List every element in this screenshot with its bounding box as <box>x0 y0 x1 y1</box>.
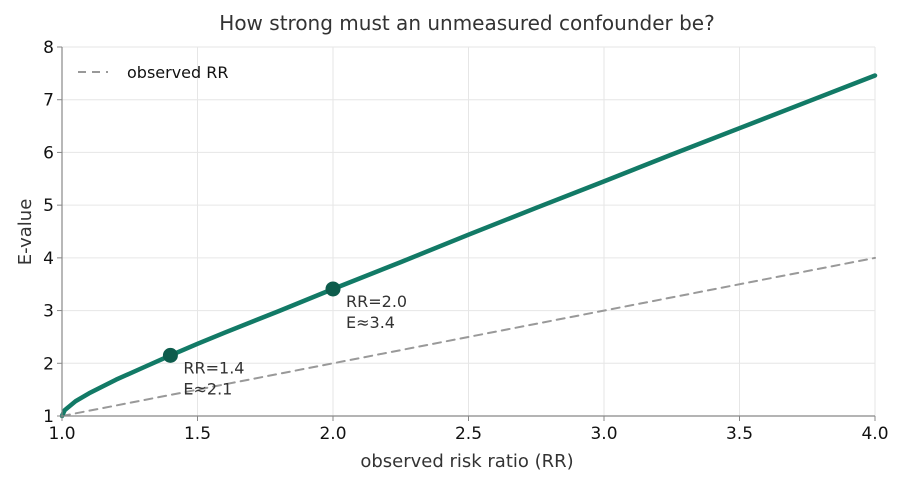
x-tick-label: 3.0 <box>590 424 617 444</box>
legend-label-observed-rr: observed RR <box>127 63 229 82</box>
point-label-rr: RR=2.0 <box>346 292 407 311</box>
axes <box>57 46 876 421</box>
series <box>59 73 878 419</box>
x-axis-label: observed risk ratio (RR) <box>360 451 573 472</box>
y-tick-label: 8 <box>43 38 54 58</box>
y-tick-label: 6 <box>43 143 54 163</box>
y-tick-label: 1 <box>43 407 54 427</box>
highlight-points: RR=1.4 E≈2.1 RR=2.0 E≈3.4 <box>162 281 407 398</box>
highlight-point <box>325 281 341 297</box>
x-tick-label: 1.0 <box>48 424 75 444</box>
point-label-evalue: E≈3.4 <box>346 313 395 332</box>
point-label-rr: RR=1.4 <box>183 358 244 377</box>
x-tick-label: 4.0 <box>861 424 888 444</box>
evalue-curve <box>59 73 878 419</box>
y-tick-label: 4 <box>43 249 54 269</box>
legend: observed RR <box>78 63 229 82</box>
highlight-point <box>162 347 178 363</box>
grid <box>61 46 876 417</box>
x-tick-label: 2.5 <box>455 424 482 444</box>
x-tick-label: 3.5 <box>726 424 753 444</box>
chart-title: How strong must an unmeasured confounder… <box>219 11 714 35</box>
point-label-evalue: E≈2.1 <box>183 379 232 398</box>
x-tick-label: 2.0 <box>319 424 346 444</box>
y-tick-label: 2 <box>43 354 54 374</box>
y-axis-label: E-value <box>15 199 36 266</box>
x-tick-label: 1.5 <box>184 424 211 444</box>
y-tick-label: 7 <box>43 91 54 111</box>
y-tick-label: 5 <box>43 196 54 216</box>
tick-labels: 1.0 1.5 2.0 2.5 3.0 3.5 4.0 1 2 3 4 5 6 7 8 <box>43 38 888 444</box>
y-tick-label: 3 <box>43 302 54 322</box>
observed-rr-reference-line <box>61 256 876 417</box>
